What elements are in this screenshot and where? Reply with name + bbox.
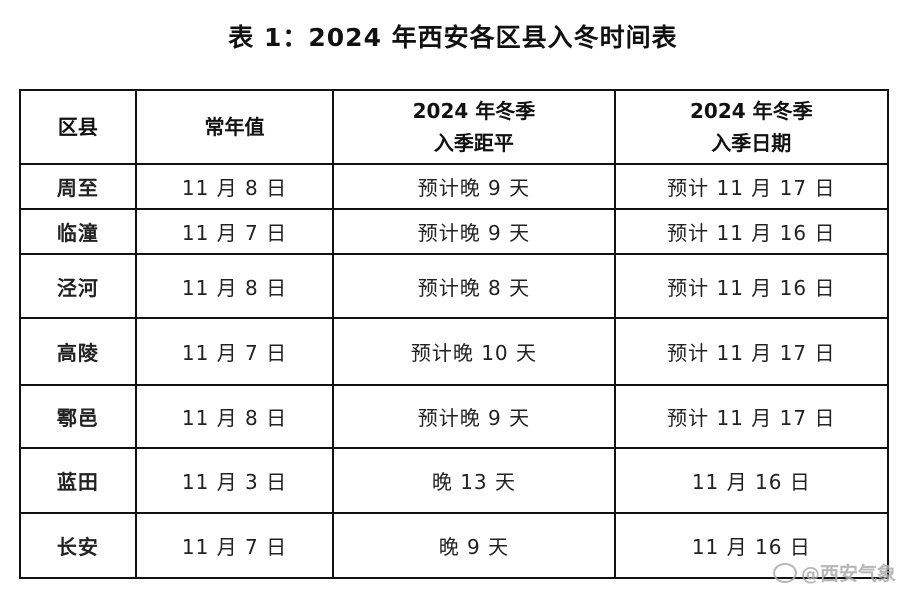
table-cell: 预计 11 月 17 日 xyxy=(613,317,890,386)
winter-onset-table: 区县 常年值 2024 年冬季 入季距平 2024 年冬季 入季日期 周至 11 月 8… xyxy=(19,89,890,579)
table-title: 表 1：2024 年西安各区县入冬时间表 xyxy=(228,23,678,52)
column-header: 区县 xyxy=(19,89,137,165)
table-cell: 11 月 16 日 xyxy=(613,447,890,514)
table-cell: 预计 11 月 17 日 xyxy=(613,384,890,449)
county-cell: 高陵 xyxy=(19,317,137,386)
watermark-text: @西安气象 xyxy=(800,563,896,585)
county-cell: 泾河 xyxy=(19,253,137,319)
table-row: 鄠邑 11 月 8 日预计晚 9 天预计 11 月 17 日 xyxy=(19,384,890,449)
table-cell: 预计晚 9 天 xyxy=(332,384,616,449)
table-cell: 预计晚 10 天 xyxy=(332,317,616,386)
header-row: 区县 常年值 2024 年冬季 入季距平 2024 年冬季 入季日期 xyxy=(19,89,890,165)
table-row: 临潼 11 月 7 日预计晚 9 天预计 11 月 16 日 xyxy=(19,208,890,255)
table-row: 高陵 11 月 7 日预计晚 10 天预计 11 月 17 日 xyxy=(19,317,890,386)
table-cell: 预计 11 月 16 日 xyxy=(613,253,890,319)
column-header: 2024 年冬季 入季距平 xyxy=(332,89,616,165)
table-cell: 晚 13 天 xyxy=(332,447,616,514)
table-cell: 预计 11 月 17 日 xyxy=(613,163,890,210)
table-cell: 11 月 8 日 xyxy=(134,384,335,449)
table-cell: 11 月 7 日 xyxy=(134,208,335,255)
weibo-logo-icon xyxy=(772,562,797,583)
table-row: 长安 11 月 7 日晚 9 天 11 月 16 日 xyxy=(19,512,890,579)
county-cell: 周至 xyxy=(19,163,137,210)
table-row: 蓝田 11 月 3 日晚 13 天 11 月 16 日 xyxy=(19,447,890,514)
table-cell: 11 月 8 日 xyxy=(134,253,335,319)
watermark: @西安气象 xyxy=(772,559,896,586)
county-cell: 蓝田 xyxy=(19,447,137,514)
table-cell: 预计 11 月 16 日 xyxy=(613,208,890,255)
table-cell: 11 月 7 日 xyxy=(134,317,335,386)
table-cell: 预计晚 8 天 xyxy=(332,253,616,319)
table-cell: 11 月 8 日 xyxy=(134,163,335,210)
table-row: 泾河 11 月 8 日预计晚 8 天预计 11 月 16 日 xyxy=(19,253,890,319)
county-cell: 长安 xyxy=(19,512,137,579)
table-cell: 晚 9 天 xyxy=(332,512,616,579)
column-header: 常年值 xyxy=(134,89,335,165)
county-cell: 临潼 xyxy=(19,208,137,255)
table-cell: 预计晚 9 天 xyxy=(332,208,616,255)
table-row: 周至 11 月 8 日预计晚 9 天预计 11 月 17 日 xyxy=(19,163,890,210)
table-cell: 11 月 7 日 xyxy=(134,512,335,579)
table-cell: 11 月 16 日 xyxy=(613,512,890,579)
table-cell: 预计晚 9 天 xyxy=(332,163,616,210)
county-cell: 鄠邑 xyxy=(19,384,137,449)
column-header: 2024 年冬季 入季日期 xyxy=(613,89,890,165)
table-cell: 11 月 3 日 xyxy=(134,447,335,514)
